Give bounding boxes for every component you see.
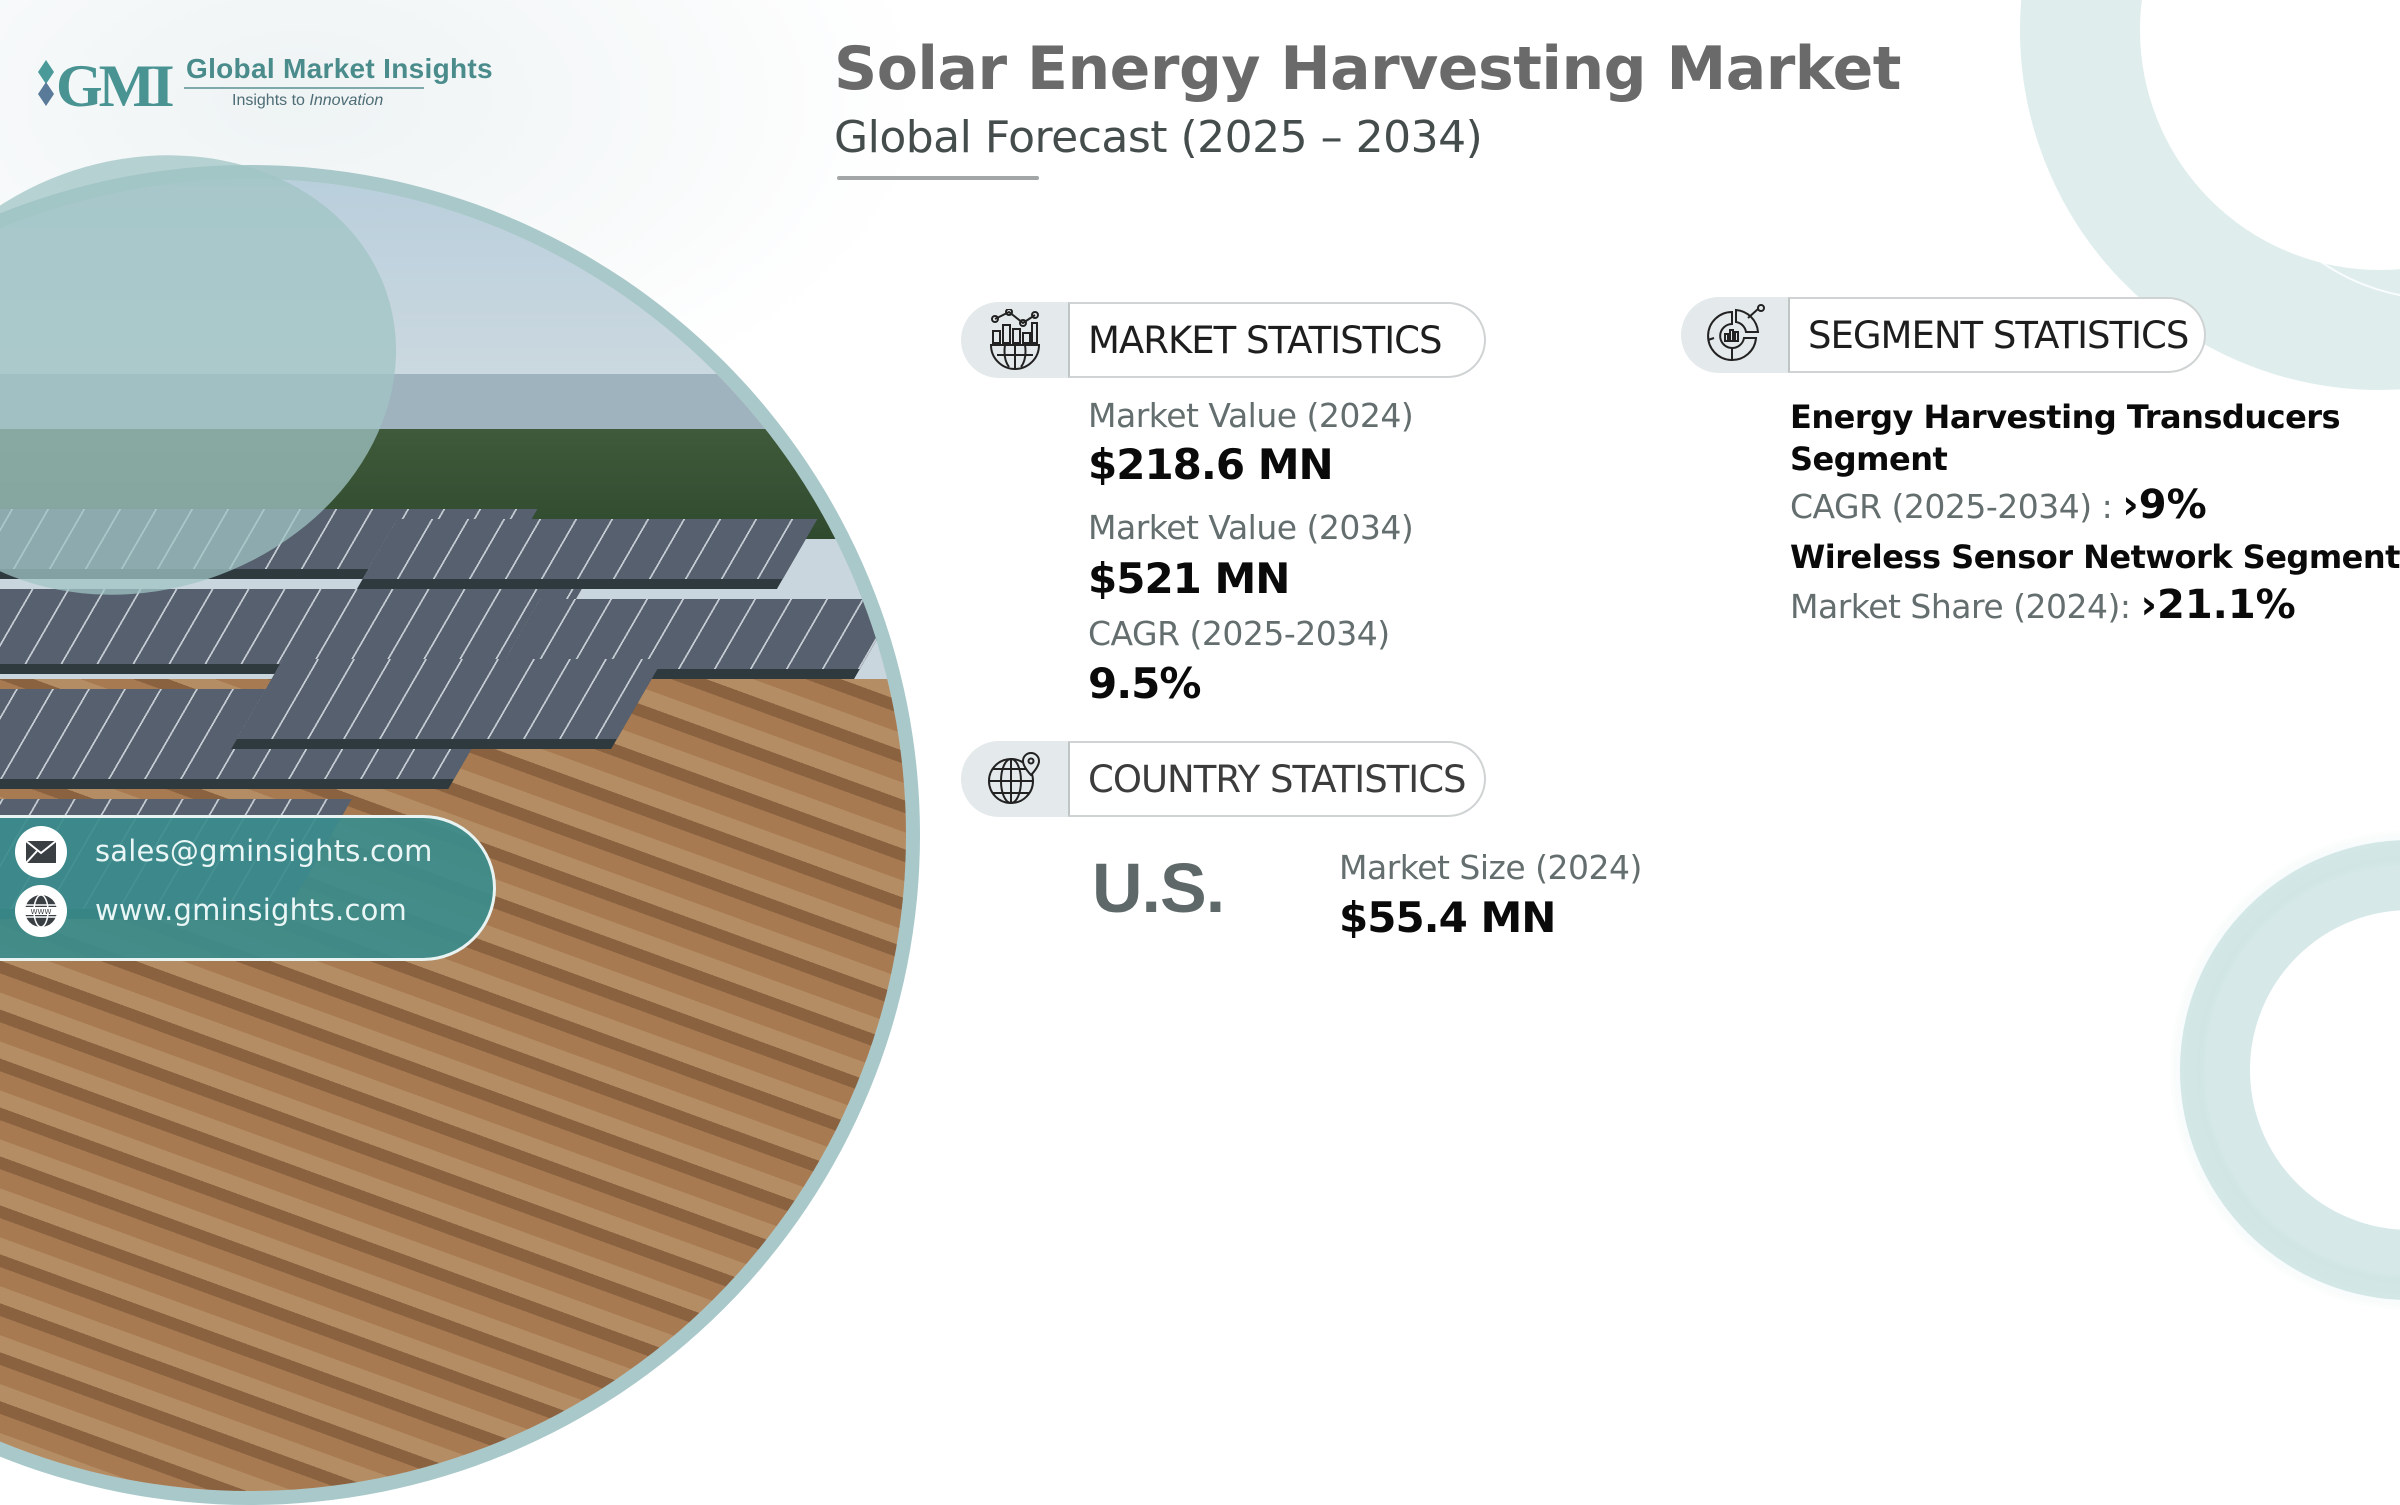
tagline-emphasis: Innovation (309, 92, 384, 109)
segment-1-metric-value: ›9% (2122, 482, 2207, 528)
page-title: Solar Energy Harvesting Market (834, 34, 1901, 104)
page-subtitle: Global Forecast (2025 – 2034) (834, 112, 1483, 163)
pie-chart-segment-icon (1681, 297, 1788, 373)
logo-divider (184, 87, 424, 89)
segment-statistics-heading: SEGMENT STATISTICS (1788, 297, 2206, 373)
website-link[interactable]: www.gminsights.com (95, 893, 407, 927)
segment-1-metric: CAGR (2025-2034) : ›9% (1790, 482, 2207, 528)
segment-2-metric-value: ›21.1% (2140, 582, 2296, 628)
svg-text:GMI: GMI (56, 53, 173, 112)
website-globe-icon: WWW (15, 885, 67, 937)
country-statistics-heading: COUNTRY STATISTICS (1068, 741, 1486, 817)
contact-panel (0, 815, 496, 961)
market-statistics-header: MARKET STATISTICS (961, 302, 1486, 378)
title-underline (837, 176, 1039, 180)
market-value-2024: $218.6 MN (1088, 440, 1334, 489)
cagr-label: CAGR (2025-2034) (1088, 614, 1390, 653)
country-name: U.S. (1092, 849, 1225, 927)
market-size-label: Market Size (2024) (1339, 848, 1642, 887)
bar-chart-globe-icon (961, 302, 1068, 378)
cagr-value: 9.5% (1088, 659, 1201, 708)
market-size-value: $55.4 MN (1339, 893, 1556, 942)
logo-company-name: Global Market Insights (186, 53, 493, 84)
segment-2-name: Wireless Sensor Network Segment (1790, 538, 2400, 576)
svg-text:WWW: WWW (31, 908, 52, 916)
email-link[interactable]: sales@gminsights.com (95, 834, 433, 868)
segment-statistics-header: SEGMENT STATISTICS (1681, 297, 2206, 373)
segment-1-name-line1: Energy Harvesting Transducers (1790, 398, 2341, 436)
market-statistics-heading: MARKET STATISTICS (1068, 302, 1486, 378)
market-value-2034-label: Market Value (2034) (1088, 508, 1414, 547)
country-statistics-header: COUNTRY STATISTICS (961, 741, 1486, 817)
segment-1-name-line2: Segment (1790, 440, 1948, 478)
segment-2-metric-label: Market Share (2024): (1790, 587, 2141, 626)
market-value-2034: $521 MN (1088, 554, 1290, 603)
gmi-logo-mark: GMI (36, 52, 177, 119)
segment-1-metric-label: CAGR (2025-2034) : (1790, 487, 2123, 526)
segment-2-metric: Market Share (2024): ›21.1% (1790, 582, 2296, 628)
logo-tagline: Insights to Innovation (232, 92, 383, 110)
globe-pin-icon (961, 741, 1068, 817)
email-icon (15, 826, 67, 878)
market-value-2024-label: Market Value (2024) (1088, 396, 1414, 435)
tagline-prefix: Insights to (232, 92, 310, 109)
